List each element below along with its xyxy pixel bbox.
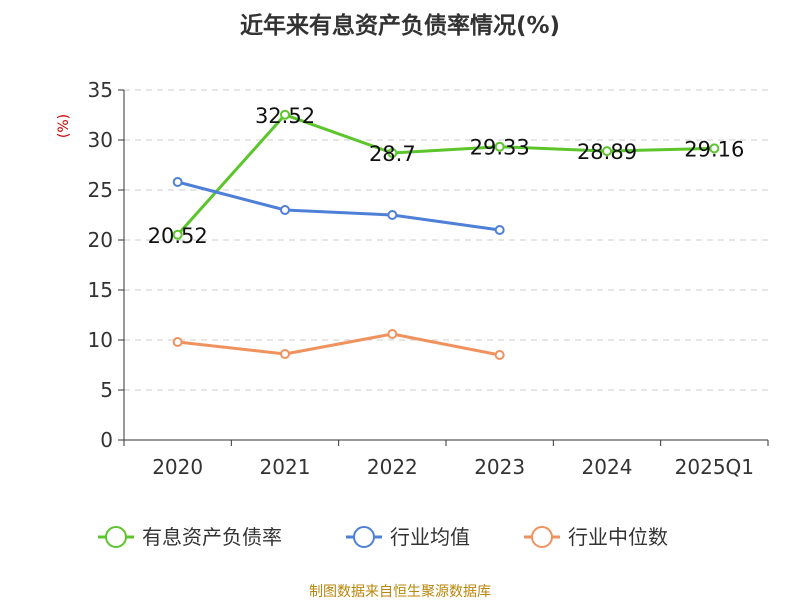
series-0: 20.52 32.52 28.7 29.33 28.89 29.16 bbox=[148, 104, 745, 248]
data-point bbox=[494, 350, 505, 360]
y-tick-label: 25 bbox=[88, 178, 113, 202]
y-tick-label: 10 bbox=[88, 328, 113, 352]
y-axis-label: (%) bbox=[56, 114, 72, 138]
data-point bbox=[172, 229, 183, 240]
legend-label: 行业均值 bbox=[390, 525, 470, 549]
data-point bbox=[387, 210, 398, 220]
data-label: 20.52 bbox=[148, 224, 208, 248]
chart-title: 近年来有息资产负债率情况(%) bbox=[240, 12, 560, 39]
x-tick-label: 2020 bbox=[152, 455, 203, 479]
legend-item-0: 有息资产负债率 bbox=[98, 525, 282, 549]
legend-label: 有息资产负债率 bbox=[142, 525, 282, 549]
x-tick-label: 2023 bbox=[474, 455, 525, 479]
legend-item-2: 行业中位数 bbox=[524, 525, 668, 549]
y-tick-label: 15 bbox=[88, 278, 113, 302]
x-tick-label: 2024 bbox=[582, 455, 633, 479]
series-1 bbox=[172, 177, 505, 235]
data-point bbox=[709, 143, 720, 154]
y-tick-label: 30 bbox=[88, 128, 113, 152]
data-point bbox=[280, 349, 290, 359]
data-point bbox=[494, 141, 505, 152]
data-point bbox=[172, 177, 183, 187]
y-tick-label: 5 bbox=[100, 378, 113, 402]
data-label: 28.89 bbox=[577, 140, 637, 164]
x-tick-label: 2022 bbox=[367, 455, 418, 479]
data-point bbox=[494, 225, 505, 235]
data-label: 32.52 bbox=[255, 104, 315, 128]
legend-swatch-marker bbox=[353, 526, 375, 548]
series-2 bbox=[172, 329, 505, 360]
y-tick-label: 35 bbox=[88, 78, 113, 102]
data-point bbox=[602, 146, 612, 157]
source-footnote: 制图数据来自恒生聚源数据库 bbox=[309, 584, 491, 600]
x-tick-label: 2021 bbox=[260, 455, 311, 479]
y-tick-label: 0 bbox=[100, 428, 113, 452]
data-point bbox=[280, 109, 290, 120]
legend: 有息资产负债率 行业均值 行业中位数 bbox=[98, 525, 668, 549]
series-line bbox=[177, 332, 500, 357]
data-label: 29.33 bbox=[470, 136, 530, 160]
legend-label: 行业中位数 bbox=[568, 525, 668, 549]
series-lines: 20.52 32.52 28.7 29.33 28.89 29.16 bbox=[148, 104, 745, 360]
axes: 0 5 10 15 20 25 30 35 2020 2021 2022 2023 2024 2025Q1 bbox=[88, 78, 769, 479]
x-tick-label: 2025Q1 bbox=[675, 455, 754, 479]
series-line bbox=[177, 180, 500, 232]
legend-swatch-marker bbox=[105, 526, 127, 548]
legend-item-1: 行业均值 bbox=[346, 525, 470, 549]
data-point bbox=[280, 205, 290, 215]
legend-swatch-marker bbox=[531, 526, 553, 548]
grid-lines bbox=[124, 89, 768, 391]
series-line bbox=[176, 113, 715, 236]
data-point bbox=[387, 329, 398, 339]
data-label: 28.7 bbox=[369, 142, 416, 166]
data-point bbox=[387, 148, 398, 158]
data-point bbox=[172, 337, 183, 347]
data-label: 29.16 bbox=[684, 137, 744, 161]
y-tick-label: 20 bbox=[88, 228, 113, 252]
